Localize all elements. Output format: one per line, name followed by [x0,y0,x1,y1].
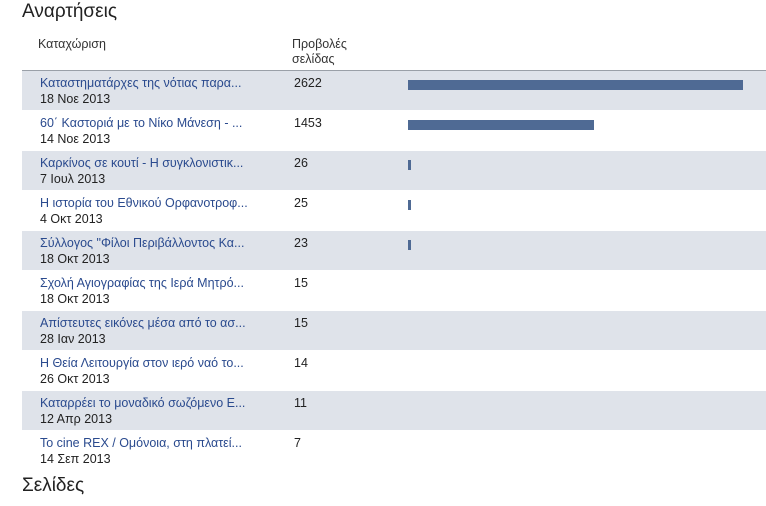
views-bar [408,200,411,210]
post-title-link[interactable]: Σύλλογος "Φίλοι Περιβάλλοντος Κα... [40,236,245,250]
page-views-count: 1453 [294,116,322,130]
views-bar-track [408,400,743,410]
views-bar [408,80,743,90]
views-bar [408,160,411,170]
page-views-count: 25 [294,196,308,210]
table-row: Καταρρέει το μοναδικό σωζόμενο Ε... 12 Απ… [22,391,766,431]
page-views-count: 11 [294,396,307,410]
views-bar-track [408,200,743,210]
pages-section-title: Σελίδες [22,475,85,496]
page-views-count: 14 [294,356,308,370]
post-title-link[interactable]: Σχολή Αγιογραφίας της Ιερά Μητρό... [40,276,244,290]
table-row: Η ιστορία του Εθνικού Ορφανοτροφ... 4 Οκτ… [22,191,766,231]
table-header: Καταχώριση Προβολές σελίδας [22,32,766,71]
post-date: 12 Απρ 2013 [40,412,113,426]
post-date: 28 Ιαν 2013 [40,332,106,346]
views-bar [408,120,594,130]
table-row: Απίστευτες εικόνες μέσα από το ασ... 28 Ι… [22,311,766,351]
posts-table: Καταχώριση Προβολές σελίδας Καταστηματάρ… [22,32,766,471]
views-bar-track [408,440,743,450]
post-title-link[interactable]: Καταρρέει το μοναδικό σωζόμενο Ε... [40,396,246,410]
post-title-link[interactable]: Το cine REX / Ομόνοια, στη πλατεί... [40,436,242,450]
post-date: 18 Οκτ 2013 [40,292,110,306]
table-row: Καταστηματάρχες της νότιας παρα... 18 Νοε… [22,71,766,111]
views-bar-track [408,80,743,90]
views-bar-track [408,240,743,250]
table-row: Η Θεία Λειτουργία στον ιερό ναό το... 26 … [22,351,766,391]
post-date: 4 Οκτ 2013 [40,212,103,226]
views-bar-track [408,320,743,330]
page-views-count: 23 [294,236,308,250]
posts-section-title: Αναρτήσεις [22,1,117,22]
column-header-views: Προβολές σελίδας [292,37,347,66]
table-row: Σχολή Αγιογραφίας της Ιερά Μητρό... 18 Οκ… [22,271,766,311]
post-title-link[interactable]: Απίστευτες εικόνες μέσα από το ασ... [40,316,246,330]
table-body: Καταστηματάρχες της νότιας παρα... 18 Νοε… [22,71,766,471]
post-date: 14 Νοε 2013 [40,132,111,146]
page-views-count: 2622 [294,76,322,90]
page-views-count: 15 [294,316,308,330]
table-row: Καρκίνος σε κουτί - Η συγκλονιστικ... 7 Ι… [22,151,766,191]
post-title-link[interactable]: Η ιστορία του Εθνικού Ορφανοτροφ... [40,196,248,210]
post-date: 18 Νοε 2013 [40,92,111,106]
column-header-entry: Καταχώριση [38,37,106,51]
views-bar-track [408,160,743,170]
views-bar-track [408,360,743,370]
views-bar-track [408,280,743,290]
post-title-link[interactable]: Η Θεία Λειτουργία στον ιερό ναό το... [40,356,244,370]
page-views-count: 7 [294,436,301,450]
table-row: Το cine REX / Ομόνοια, στη πλατεί... 14 Σ… [22,431,766,471]
post-date: 18 Οκτ 2013 [40,252,110,266]
page-views-count: 15 [294,276,308,290]
post-date: 14 Σεπ 2013 [40,452,111,466]
table-row: 60΄ Καστοριά με το Νίκο Μάνεση - ... 14 Ν… [22,111,766,151]
post-date: 7 Ιουλ 2013 [40,172,106,186]
post-title-link[interactable]: Καρκίνος σε κουτί - Η συγκλονιστικ... [40,156,244,170]
table-row: Σύλλογος "Φίλοι Περιβάλλοντος Κα... 18 Οκ… [22,231,766,271]
views-bar-track [408,120,743,130]
post-title-link[interactable]: Καταστηματάρχες της νότιας παρα... [40,76,242,90]
post-date: 26 Οκτ 2013 [40,372,110,386]
post-title-link[interactable]: 60΄ Καστοριά με το Νίκο Μάνεση - ... [40,116,243,130]
page-views-count: 26 [294,156,308,170]
views-bar [408,240,411,250]
